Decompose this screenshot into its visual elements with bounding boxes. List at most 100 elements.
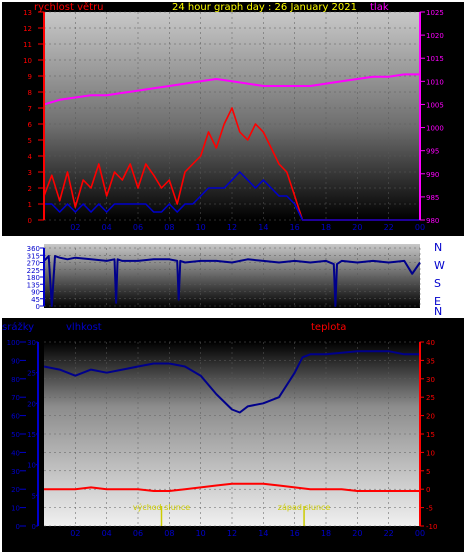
y-tick-label: 20 [11,486,20,494]
y-tick-label: 70 [11,394,20,402]
y-tick-label: 1 [28,201,32,209]
x-tick-label: 02 [70,529,80,538]
y-tick-label: 2 [28,185,32,193]
y-tick-label: 5 [426,468,430,476]
wind-speed-label: rychlost větru [34,1,104,13]
x-tick-label: 10 [196,529,206,538]
x-tick-label: 10 [196,223,206,232]
y-tick-label: 25 [27,370,36,378]
y-tick-label: 15 [27,431,36,439]
y-tick-label: 45 [31,296,40,304]
series-layer [43,73,421,492]
y-tick-label: 10 [23,57,32,65]
y-tick-label: 0 [16,523,20,531]
y-tick-label: 30 [27,339,36,347]
y-tick-label: 315 [27,252,40,260]
y-tick-label: 30 [11,468,20,476]
precip-label: srážky [2,321,34,333]
y-tick-label: 15 [426,431,435,439]
y-tick-label: 1020 [426,32,444,40]
y-tick-label: 990 [426,171,439,179]
sun-marker-label: východ slunce [133,503,190,512]
x-tick-label: 14 [258,223,268,232]
y-tick-label: 0 [36,303,40,311]
y-tick-label: 8 [28,89,32,97]
y-tick-label: 10 [27,462,36,470]
y-tick-label: 3 [28,169,32,177]
x-tick-label: 12 [227,223,237,232]
x-tick-label: 18 [321,529,331,538]
y-tick-label: 6 [28,121,33,129]
y-tick-label: 270 [27,260,40,268]
y-tick-label: 11 [23,41,32,49]
y-tick-label: 1000 [426,125,444,133]
x-tick-label: 08 [164,223,174,232]
compass-s: S [434,277,441,290]
y-tick-label: 50 [11,431,20,439]
sun-marker-label: západ slunce [278,503,331,512]
x-tick-label: 22 [384,223,394,232]
y-tick-label: 1010 [426,78,444,86]
y-tick-label: 5 [28,137,32,145]
y-tick-label: 5 [32,492,36,500]
x-tick-label: 00 [415,529,425,538]
y-tick-label: 20 [426,413,435,421]
compass-e: E [434,295,441,308]
y-tick-label: 1025 [426,9,444,17]
x-tick-label: 14 [258,529,268,538]
x-tick-label: 06 [133,223,143,232]
y-tick-label: 13 [23,9,32,17]
y-tick-label: 12 [23,25,32,33]
y-tick-label: 7 [28,105,32,113]
y-tick-label: 995 [426,148,439,156]
y-tick-label: -10 [426,523,437,531]
y-tick-label: 135 [27,281,40,289]
compass-n2: N [434,305,442,318]
y-tick-label: 90 [11,357,20,365]
x-tick-label: 02 [70,223,80,232]
x-tick-label: 04 [102,529,112,538]
y-tick-label: 10 [426,449,435,457]
y-tick-label: 225 [27,267,40,275]
y-tick-label: 180 [27,274,40,282]
y-tick-label: 30 [426,376,435,384]
y-tick-label: 100 [7,339,20,347]
y-tick-label: 10 [11,505,20,513]
y-tick-label: 360 [27,245,40,253]
y-tick-label: 35 [426,357,435,365]
y-tick-label: 80 [11,376,20,384]
x-tick-label: 04 [102,223,112,232]
humidity-line [43,350,420,414]
humidity-label: vlhkost [66,322,102,333]
wind-direction-line [43,255,421,307]
compass-n1: N [434,241,442,254]
sun-markers: východ slunce západ slunce [133,503,331,526]
axis-layer: 02 04 06 08 10 12 14 16 18 20 22 000123456789101112… [7,9,444,538]
y-tick-label: 40 [11,449,20,457]
y-tick-label: 40 [426,339,435,347]
x-tick-label: 16 [290,529,300,538]
y-tick-label: 0 [32,523,36,531]
x-tick-label: 00 [415,223,425,232]
y-tick-label: 4 [28,153,33,161]
y-tick-label: 0 [28,217,32,225]
y-tick-label: 90 [31,289,40,297]
y-tick-label: -5 [426,505,433,513]
x-tick-label: 12 [227,529,237,538]
temperature-label: teplota [311,322,346,333]
chart-title: 24 hour graph day : 26 January 2021 [172,2,357,13]
x-tick-label: 08 [164,529,174,538]
y-tick-label: 20 [27,400,36,408]
y-tick-label: 0 [426,486,430,494]
y-tick-label: 25 [426,394,435,402]
temperature-line [44,482,420,492]
x-tick-label: 22 [384,529,394,538]
x-tick-label: 16 [290,223,300,232]
x-tick-label: 20 [352,529,362,538]
pressure-line [43,73,420,106]
y-tick-label: 985 [426,194,439,202]
compass-w: W [434,259,445,272]
x-tick-label: 18 [321,223,331,232]
